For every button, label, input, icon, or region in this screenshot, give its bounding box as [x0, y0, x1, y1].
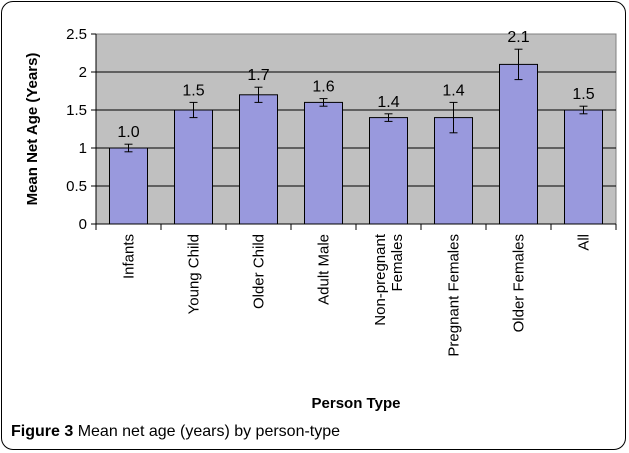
x-tick-label-line: Adult Male: [316, 234, 333, 305]
data-label: 1.4: [377, 94, 399, 111]
bar: [564, 109, 603, 225]
x-tick-label: Non-pregnant Females: [372, 233, 406, 326]
x-tick-label-line: Young Child: [186, 234, 203, 314]
x-tick-label: Infants: [121, 234, 138, 279]
y-tick-label: 2: [79, 64, 87, 81]
bar: [369, 117, 408, 225]
data-label: 2.1: [507, 29, 529, 46]
x-tick-label-line: Infants: [121, 234, 138, 279]
caption-text: Mean net age (years) by person-type: [77, 423, 341, 440]
x-tick-label: Adult Male: [316, 234, 333, 305]
x-tick-label: Pregnant Females: [446, 234, 463, 357]
data-label: 1.6: [312, 79, 334, 96]
x-tick-label-line: Females: [389, 234, 406, 292]
bar: [499, 63, 538, 225]
data-label: 1.5: [572, 86, 594, 103]
y-axis-label: Mean Net Age (Years): [24, 53, 41, 206]
x-tick-label-line: Older Child: [251, 234, 268, 309]
x-tick-label-line: Non-pregnant: [372, 233, 389, 326]
bar: [239, 94, 278, 225]
data-label: 1.7: [247, 67, 269, 84]
x-tick-label: Older Females: [511, 234, 528, 332]
x-tick-label-line: Pregnant Females: [446, 234, 463, 357]
y-axis-ticks: 0 0.5 1 1.5 2 2.5: [66, 26, 96, 233]
x-tick-label-line: All: [576, 234, 593, 251]
x-tick-label: Older Child: [251, 234, 268, 309]
bars: 1.0 1.5 1.7 1.6 1.4 1.4 2.1 1.5: [109, 29, 603, 225]
bar: [434, 117, 473, 225]
y-tick-label: 1.5: [66, 102, 87, 119]
x-axis-label: Person Type: [312, 395, 401, 412]
y-tick-label: 0.5: [66, 178, 87, 195]
data-label: 1.4: [442, 82, 464, 99]
bar: [304, 101, 343, 225]
y-tick-label: 2.5: [66, 26, 87, 43]
y-tick-label: 0: [79, 216, 87, 233]
y-tick-label: 1: [79, 140, 87, 157]
x-axis-ticks: Infants Young Child Older Child Adult Male N…: [95, 34, 617, 357]
bar: [109, 147, 148, 225]
bar: [174, 109, 213, 225]
x-tick-label: Young Child: [186, 234, 203, 314]
x-tick-label: All: [576, 234, 593, 251]
data-label: 1.5: [182, 82, 204, 99]
data-label: 1.0: [117, 124, 139, 141]
x-tick-label-line: Older Females: [511, 234, 528, 332]
figure-caption: Figure 3 Mean net age (years) by person-…: [11, 423, 340, 441]
caption-label: Figure 3: [11, 423, 74, 440]
